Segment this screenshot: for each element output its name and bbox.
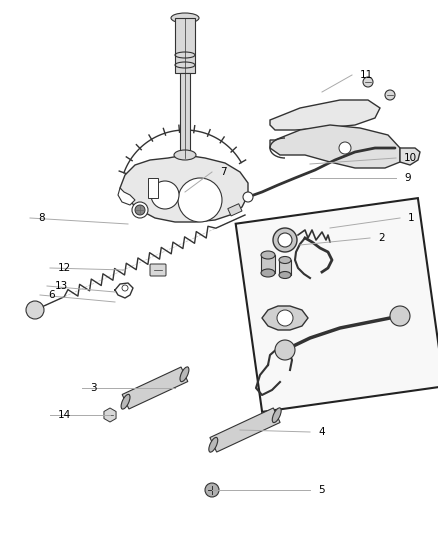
Circle shape bbox=[26, 301, 44, 319]
Polygon shape bbox=[262, 306, 308, 330]
Ellipse shape bbox=[272, 408, 281, 423]
Ellipse shape bbox=[180, 367, 189, 382]
Bar bbox=[228, 204, 242, 216]
Polygon shape bbox=[270, 125, 400, 168]
Text: 14: 14 bbox=[58, 410, 71, 420]
Ellipse shape bbox=[279, 271, 291, 279]
Ellipse shape bbox=[171, 13, 199, 23]
Text: 10: 10 bbox=[404, 153, 417, 163]
Circle shape bbox=[135, 205, 145, 215]
Polygon shape bbox=[118, 188, 135, 205]
Text: 8: 8 bbox=[38, 213, 45, 223]
Bar bbox=[279, 260, 291, 275]
Circle shape bbox=[273, 228, 297, 252]
Bar bbox=[261, 255, 275, 273]
Polygon shape bbox=[270, 100, 380, 130]
Circle shape bbox=[339, 142, 351, 154]
Bar bbox=[180, 73, 190, 158]
Polygon shape bbox=[122, 367, 188, 409]
Bar bbox=[148, 178, 158, 198]
Text: 5: 5 bbox=[318, 485, 325, 495]
Ellipse shape bbox=[279, 256, 291, 263]
Ellipse shape bbox=[209, 438, 218, 452]
Polygon shape bbox=[120, 155, 248, 222]
Circle shape bbox=[363, 77, 373, 87]
Circle shape bbox=[278, 233, 292, 247]
Text: 11: 11 bbox=[360, 70, 373, 80]
Circle shape bbox=[132, 202, 148, 218]
Circle shape bbox=[122, 285, 128, 291]
Text: 1: 1 bbox=[408, 213, 415, 223]
Text: 12: 12 bbox=[58, 263, 71, 273]
Polygon shape bbox=[236, 198, 438, 412]
Polygon shape bbox=[210, 408, 280, 452]
Circle shape bbox=[275, 340, 295, 360]
Circle shape bbox=[277, 310, 293, 326]
Ellipse shape bbox=[121, 394, 130, 409]
FancyBboxPatch shape bbox=[150, 264, 166, 276]
Text: 3: 3 bbox=[90, 383, 97, 393]
Ellipse shape bbox=[174, 150, 196, 160]
Text: 4: 4 bbox=[318, 427, 325, 437]
Circle shape bbox=[205, 483, 219, 497]
Text: 6: 6 bbox=[48, 290, 55, 300]
Text: 2: 2 bbox=[378, 233, 385, 243]
Polygon shape bbox=[400, 148, 420, 165]
Text: 9: 9 bbox=[404, 173, 411, 183]
Circle shape bbox=[243, 192, 253, 202]
Text: 7: 7 bbox=[220, 167, 226, 177]
Bar bbox=[175, 18, 195, 73]
Ellipse shape bbox=[261, 251, 275, 259]
Circle shape bbox=[385, 90, 395, 100]
Circle shape bbox=[178, 178, 222, 222]
Circle shape bbox=[390, 306, 410, 326]
Circle shape bbox=[151, 181, 179, 209]
Ellipse shape bbox=[261, 269, 275, 277]
Text: 13: 13 bbox=[55, 281, 68, 291]
